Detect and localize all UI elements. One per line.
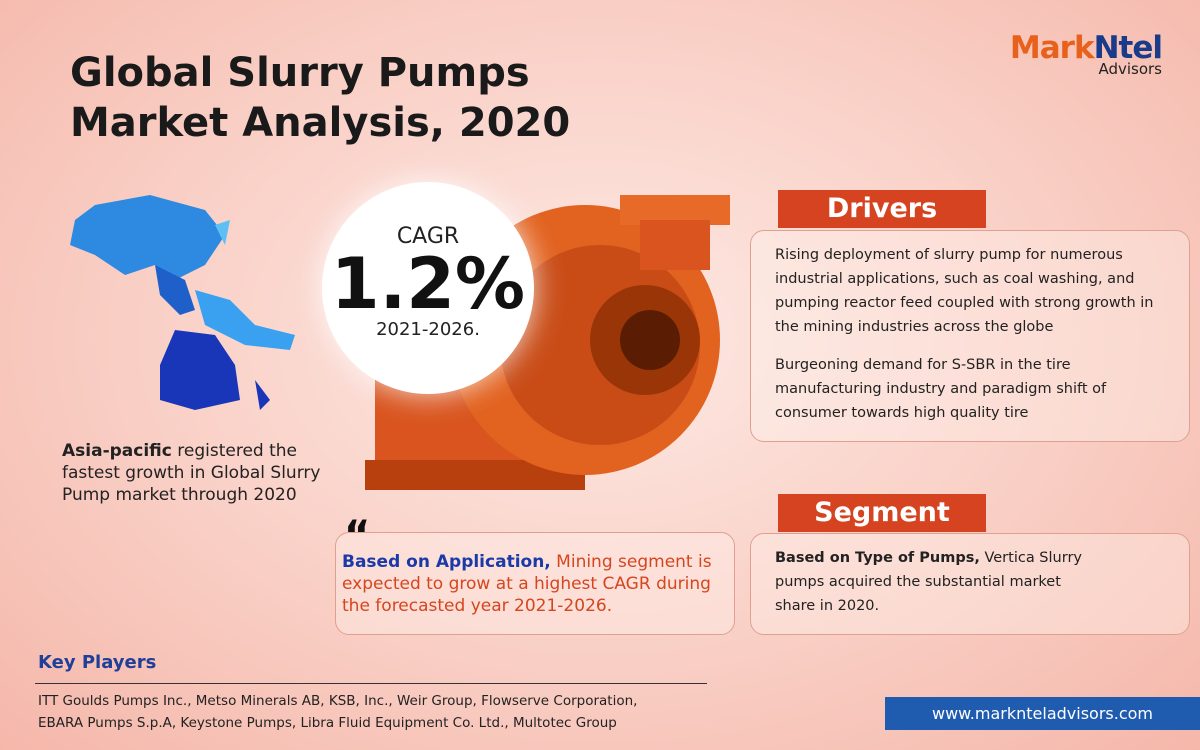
- region-note: Asia-pacific registered the fastest grow…: [62, 440, 352, 506]
- logo-sub: Advisors: [1098, 60, 1162, 78]
- drivers-heading: Drivers: [778, 190, 986, 228]
- divider: [35, 683, 707, 684]
- asia-pacific-map: [70, 195, 295, 410]
- segment-heading: Segment: [778, 494, 986, 532]
- logo: MarkNtel Advisors: [1002, 30, 1163, 78]
- logo-brand: Mark: [1009, 30, 1095, 66]
- region-bold: Asia-pacific: [62, 441, 172, 461]
- cagr-circle: CAGR 1.2% 2021-2026.: [322, 182, 534, 394]
- website-url: www.marknteladvisors.com: [885, 697, 1200, 730]
- logo-brand: Ntel: [1093, 30, 1163, 66]
- driver-item: Rising deployment of slurry pump for num…: [775, 247, 1154, 335]
- cagr-label: CAGR: [396, 224, 460, 249]
- region-text: registered the fastest growth in Global …: [62, 441, 321, 505]
- cagr-value: 1.2%: [330, 243, 526, 325]
- quote-box: “ Based on Application, Mining segment i…: [335, 516, 735, 635]
- key-players-heading: Key Players: [38, 652, 157, 673]
- segment-box: Based on Type of Pumps, Vertica Slurry p…: [750, 533, 1190, 635]
- quote-bold: Based on Application,: [342, 552, 551, 572]
- drivers-box: Rising deployment of slurry pump for num…: [750, 230, 1190, 442]
- driver-item: Burgeoning demand for S-SBR in the tire …: [775, 357, 1107, 421]
- segment-bold: Based on Type of Pumps,: [775, 550, 980, 566]
- title-line: Global Slurry Pumps: [70, 50, 530, 96]
- title-line: Market Analysis, 2020: [70, 100, 571, 146]
- quote-text: Mining segment is expected to grow at a …: [342, 552, 712, 616]
- key-players-line: ITT Goulds Pumps Inc., Metso Minerals AB…: [38, 693, 638, 709]
- key-players-list: ITT Goulds Pumps Inc., Metso Minerals AB…: [38, 690, 637, 734]
- title: Global Slurry Pumps Market Analysis, 202…: [70, 48, 570, 148]
- segment-text: Vertica Slurry pumps acquired the substa…: [775, 550, 1082, 614]
- cagr-period: 2021-2026.: [376, 319, 480, 340]
- key-players-line: EBARA Pumps S.p.A, Keystone Pumps, Libra…: [38, 715, 617, 731]
